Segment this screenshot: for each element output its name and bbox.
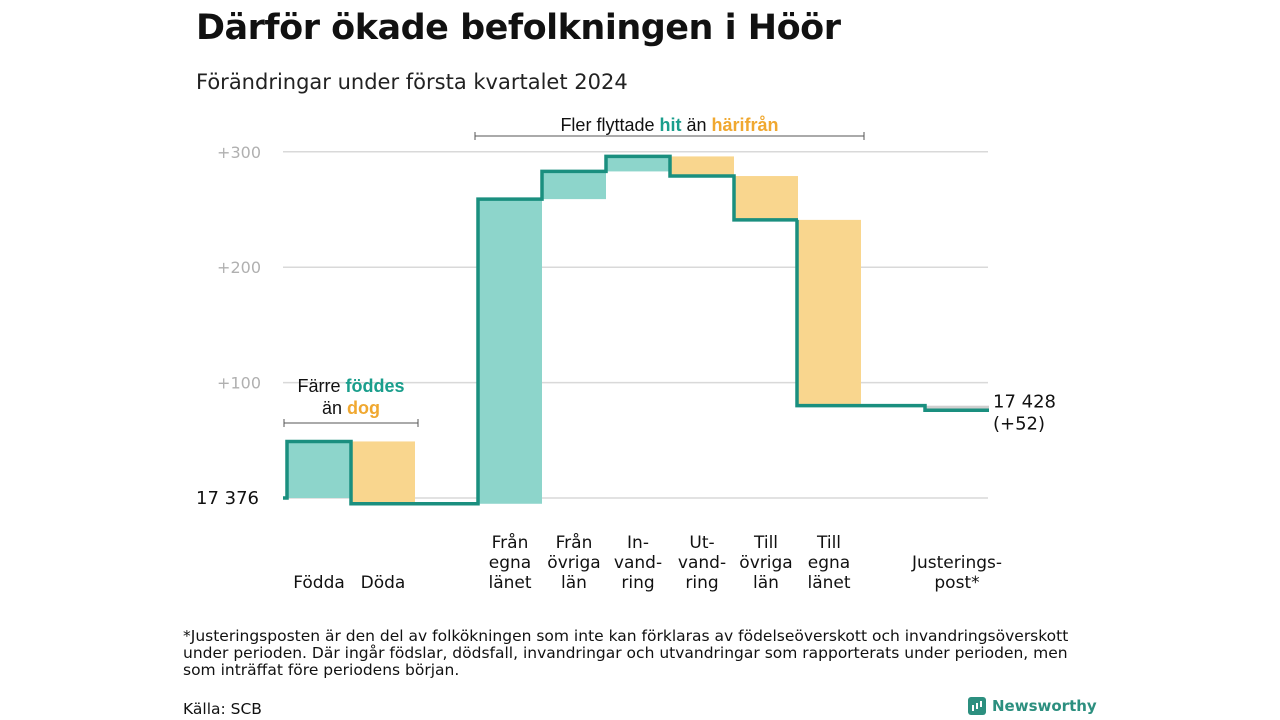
bar-inflow xyxy=(542,171,606,200)
bar-chart-icon xyxy=(968,697,986,715)
brand-name: Newsworthy xyxy=(992,697,1097,715)
category-label: egna xyxy=(808,553,850,573)
category-label: Ut- xyxy=(689,533,714,553)
annotation-text: Fler flyttade hit än härifrån xyxy=(560,115,778,135)
category-label: Från xyxy=(492,532,529,553)
annotation-part: hit xyxy=(659,115,681,135)
bar-outflow xyxy=(734,176,798,220)
category-label: länet xyxy=(807,573,850,593)
category-label: övriga xyxy=(547,553,600,573)
y-tick-label: +300 xyxy=(217,143,261,162)
annotation-part: härifrån xyxy=(712,115,779,135)
category-label: vand- xyxy=(614,553,662,573)
bar-inflow xyxy=(606,156,670,172)
waterfall-chart: +100 +200 +300 17 376 17 428(+52) Födda Döda Fr… xyxy=(196,115,1056,593)
y-tick-label: +200 xyxy=(217,258,261,277)
bar-outflow xyxy=(670,156,734,177)
footnote: *Justeringsposten är den del av folkökni… xyxy=(183,627,1069,679)
category-label: vand- xyxy=(678,553,726,573)
y-tick-label: +100 xyxy=(217,374,261,393)
bar-outflow xyxy=(797,219,861,406)
annotation-text: än dog xyxy=(322,398,380,418)
category-label: Justerings- xyxy=(911,553,1002,573)
category-label: länet xyxy=(488,573,531,593)
end-change-label: (+52) xyxy=(993,413,1045,434)
bar-inflow xyxy=(478,199,542,504)
category-label: län xyxy=(561,573,587,593)
category-label: egna xyxy=(489,553,531,573)
category-label: ring xyxy=(685,573,718,593)
end-value-label: 17 428 xyxy=(993,391,1056,412)
bar-outflow xyxy=(351,441,415,504)
chart-title: Därför ökade befolkningen i Höör xyxy=(196,8,841,48)
annotation-text: Färre föddes xyxy=(297,376,404,396)
category-label: Födda xyxy=(293,573,345,593)
annotation-part: Fler flyttade xyxy=(560,115,659,135)
annotation-part: än xyxy=(681,115,711,135)
annotation-part: Färre xyxy=(297,376,345,396)
brand-logo[interactable]: Newsworthy xyxy=(968,697,1097,715)
start-value-label: 17 376 xyxy=(196,488,259,509)
category-label: Från xyxy=(556,532,593,553)
chart-subtitle: Förändringar under första kvartalet 2024 xyxy=(196,70,628,94)
category-label: post* xyxy=(934,573,979,593)
category-label: Döda xyxy=(361,573,406,593)
category-label: län xyxy=(753,573,779,593)
annotation-part: föddes xyxy=(346,376,405,396)
category-label: Till xyxy=(816,533,841,553)
bar-inflow xyxy=(287,441,351,498)
category-label: Till xyxy=(753,533,778,553)
cumulative-line xyxy=(283,154,989,506)
category-label: övriga xyxy=(739,553,792,573)
category-label: ring xyxy=(621,573,654,593)
category-label: In- xyxy=(627,533,649,553)
annotation-part: än xyxy=(322,398,347,418)
bar-adjustment xyxy=(925,405,989,411)
annotation-part: dog xyxy=(347,398,380,418)
source-note: Källa: SCB xyxy=(183,700,262,718)
